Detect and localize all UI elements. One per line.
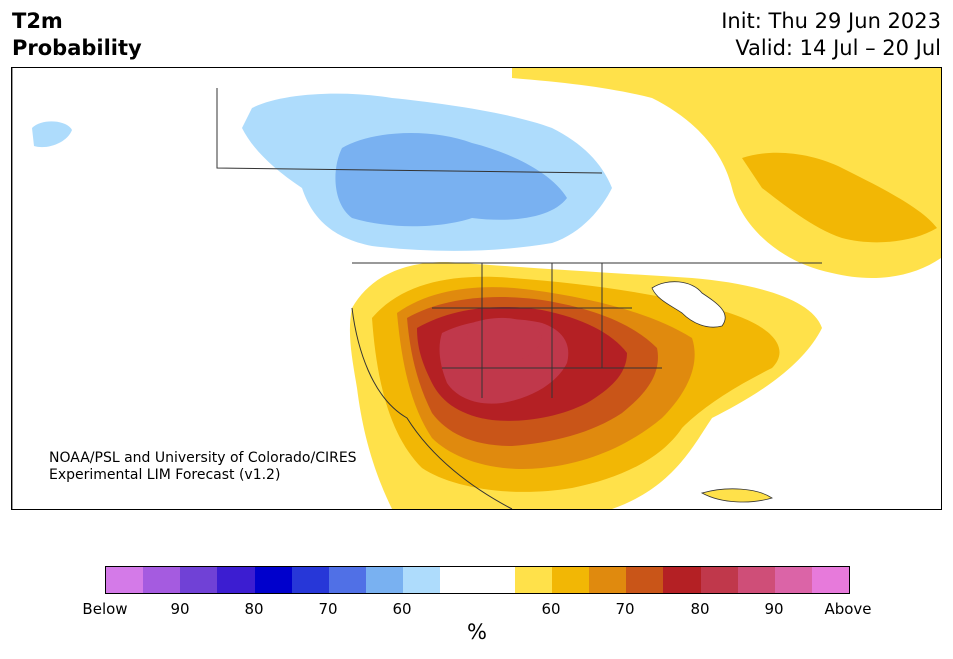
title-line-type: Probability [12,36,142,60]
colorbar-segment [514,567,552,593]
colorbar-segment [551,567,590,593]
colorbar-tick-label: 90 [764,600,784,618]
colorbar-segment [737,567,775,593]
colorbar-segment [440,567,478,593]
valid-range: Valid: 14 Jul – 20 Jul [735,36,941,60]
credit-line-1: NOAA/PSL and University of Colorado/CIRE… [49,450,357,466]
colorbar-segment [366,567,404,593]
colorbar-tick-label: 60 [392,600,412,618]
colorbar-segment [328,567,367,593]
colorbar-segment [180,567,218,593]
map-canvas [12,68,941,509]
colorbar-segment [143,567,181,593]
great-lakes [651,281,726,328]
credit-line-2: Experimental LIM Forecast (v1.2) [49,467,281,483]
colorbar-tick-label: Below [82,600,128,618]
above-normal-region-us-crimson [467,317,542,363]
caribbean-island [700,488,773,503]
alaska-blue-patch [32,121,72,148]
colorbar-segment [700,567,738,593]
colorbar-segment [774,567,812,593]
colorbar-segment [626,567,664,593]
colorbar-segment [589,567,627,593]
probability-map [11,67,942,510]
colorbar [105,566,850,594]
colorbar-unit: % [467,620,487,644]
colorbar-tick-label: 70 [615,600,635,618]
colorbar-tick-label: 80 [244,600,264,618]
colorbar-tick-label: 60 [541,600,561,618]
map-title: T2m Probability [12,8,142,62]
colorbar-segment [403,567,441,593]
colorbar-segment [291,567,329,593]
above-normal-region-canada-gold [742,152,937,243]
colorbar-tick-label: 90 [170,600,190,618]
colorbar-tick-label: 70 [318,600,338,618]
below-normal-region-mid [335,132,567,227]
political-borders [12,68,822,509]
title-line-variable: T2m [12,9,63,33]
colorbar-segment [477,567,515,593]
forecast-dates: Init: Thu 29 Jun 2023 Valid: 14 Jul – 20… [721,8,941,62]
init-date: Init: Thu 29 Jun 2023 [721,9,941,33]
credit-text: NOAA/PSL and University of Colorado/CIRE… [49,450,357,484]
colorbar-segment [811,567,850,593]
colorbar-segment [106,567,144,593]
colorbar-tick-label: 80 [690,600,710,618]
colorbar-segment [663,567,701,593]
colorbar-tick-label: Above [824,600,872,618]
colorbar-segment [217,567,255,593]
colorbar-segment [254,567,292,593]
